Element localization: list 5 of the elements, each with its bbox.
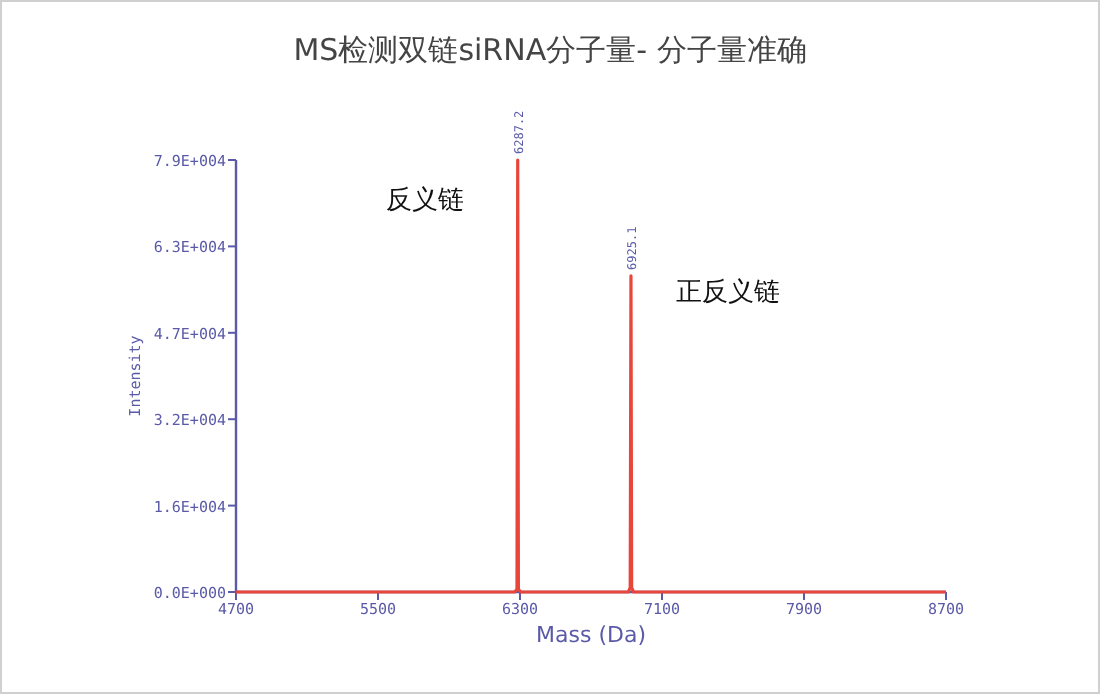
chart-title: MS检测双链siRNA分子量- 分子量准确 [293, 32, 807, 68]
line-series [234, 158, 948, 594]
x-axis-title: Mass (Da) [536, 622, 646, 648]
annotation: 反义链 [386, 186, 464, 216]
annotation: 正反义链 [676, 278, 780, 308]
